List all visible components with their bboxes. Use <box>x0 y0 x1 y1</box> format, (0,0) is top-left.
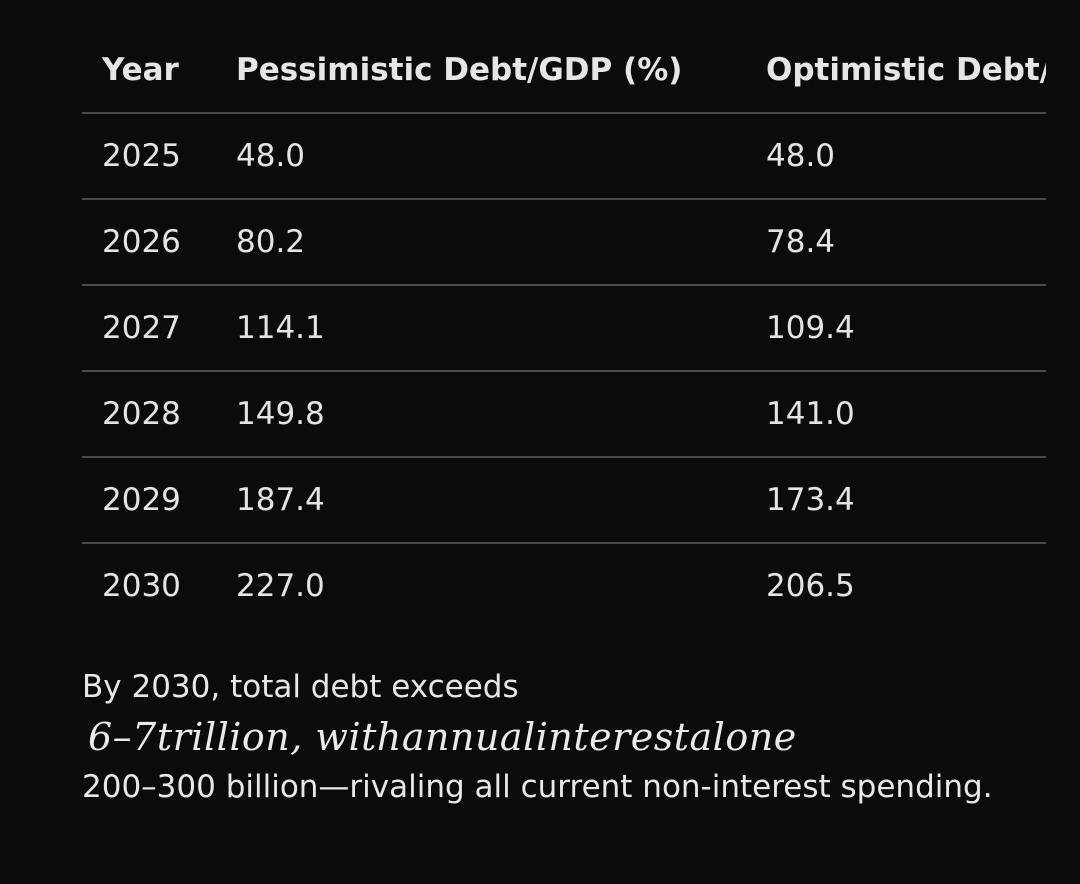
header-pessimistic: Pessimistic Debt/GDP (%) <box>236 28 766 114</box>
summary-math-text: 6–7trillion, withannualinterestalone <box>88 715 797 759</box>
cell-year: 2030 <box>82 542 236 628</box>
table-row: 2026 80.2 78.4 <box>82 198 1046 285</box>
cell-year: 2028 <box>82 370 236 457</box>
cell-optimistic: 48.0 <box>766 138 836 174</box>
summary-text-conclusion: 200–300 billion—rivaling all current non… <box>82 769 993 805</box>
header-optimistic: Optimistic Debt/GDP (%) <box>766 28 1046 114</box>
cell-pessimistic: 114.1 <box>236 284 766 371</box>
cell-year: 2026 <box>82 198 236 285</box>
summary-text-intro: By 2030, total debt exceeds <box>82 669 519 705</box>
table-row: 2028 149.8 141.0 <box>82 370 1046 457</box>
cell-optimistic: 206.5 <box>766 542 1046 628</box>
cell-optimistic: 173.4 <box>766 456 1046 543</box>
table-row: 2027 114.1 109.4 <box>82 284 1046 371</box>
table-row: 2030 227.0 206.5 <box>82 542 1046 628</box>
cell-pessimistic: 227.0 <box>236 542 766 628</box>
table-header-row: Year Pessimistic Debt/GDP (%) Optimistic… <box>82 28 1046 114</box>
cell-pessimistic: 187.4 <box>236 456 766 543</box>
cell-pessimistic: 80.2 <box>236 198 766 285</box>
cell-pessimistic: 48.0 <box>236 138 306 174</box>
summary-paragraph: By 2030, total debt exceeds 6–7trillion,… <box>82 668 1022 806</box>
cell-optimistic: 78.4 <box>766 198 1046 285</box>
header-year: Year <box>82 28 236 114</box>
cell-year: 2027 <box>82 284 236 371</box>
debt-gdp-table: Year Pessimistic Debt/GDP (%) Optimistic… <box>82 28 1046 628</box>
table-row: 2025 48.0 48.0 <box>82 113 1046 199</box>
cell-pessimistic: 149.8 <box>236 370 766 457</box>
cell-year: 2029 <box>82 456 236 543</box>
debt-table-container: Year Pessimistic Debt/GDP (%) Optimistic… <box>82 28 1046 628</box>
cell-year: 2025 <box>102 138 181 174</box>
cell-optimistic: 141.0 <box>766 370 1046 457</box>
cell-optimistic: 109.4 <box>766 284 1046 371</box>
table-row: 2029 187.4 173.4 <box>82 456 1046 543</box>
